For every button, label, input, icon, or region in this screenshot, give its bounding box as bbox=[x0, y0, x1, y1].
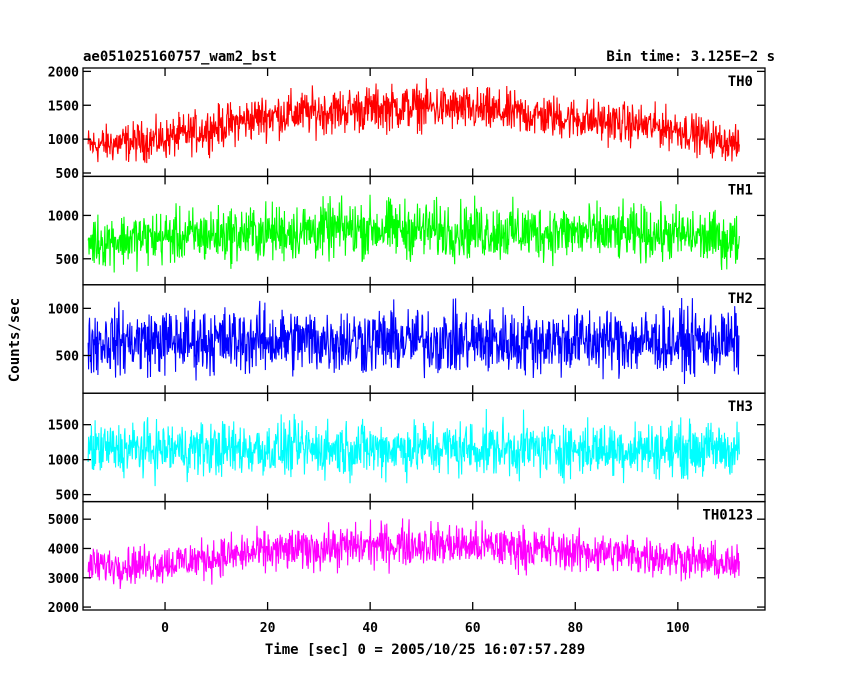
x-tick-label: 40 bbox=[362, 621, 378, 636]
y-tick-label: 500 bbox=[56, 253, 80, 268]
panel-th3: 500 1000 1500 TH3 bbox=[48, 392, 766, 504]
series-th1-line bbox=[87, 194, 740, 273]
chart-title-right: Bin time: 3.125E−2 s bbox=[606, 49, 775, 65]
panels-group: 500100015002000TH05001000TH15001000TH250… bbox=[48, 65, 766, 636]
x-tick-label: 100 bbox=[666, 621, 690, 636]
series-th0123-line bbox=[87, 518, 740, 590]
y-tick-label: 500 bbox=[56, 489, 80, 504]
y-tick-label: 1500 bbox=[48, 419, 79, 434]
x-tick-label: 80 bbox=[567, 621, 583, 636]
y-tick-label: 3000 bbox=[48, 572, 79, 587]
y-tick-label: 2000 bbox=[48, 601, 79, 616]
panel-frame bbox=[82, 500, 766, 611]
y-tick-label: 4000 bbox=[48, 542, 79, 557]
panel-th0123: 2000 3000 4000 5000 TH0123 bbox=[48, 500, 766, 616]
y-axis-label: Counts/sec bbox=[7, 298, 23, 382]
panel-th2: 500 1000 TH2 bbox=[48, 284, 766, 394]
series-th2-line bbox=[87, 297, 740, 385]
series-th0-line bbox=[87, 78, 740, 164]
panel-th0: 500 1000 1500 2000 TH0 bbox=[48, 65, 766, 182]
panel-label-th3: TH3 bbox=[728, 399, 753, 415]
y-tick-label: 5000 bbox=[48, 513, 79, 528]
y-tick-label: 2000 bbox=[48, 65, 79, 80]
x-axis-label: Time [sec] 0 = 2005/10/25 16:07:57.289 bbox=[265, 642, 585, 658]
panel-label-th1: TH1 bbox=[728, 182, 753, 198]
panel-label-th2: TH2 bbox=[728, 291, 753, 307]
panel-th1: 500 1000 TH1 bbox=[48, 175, 766, 286]
y-tick-label: 1000 bbox=[48, 133, 79, 148]
y-tick-label: 500 bbox=[56, 167, 80, 182]
x-tick-label: 20 bbox=[260, 621, 276, 636]
y-tick-label: 1000 bbox=[48, 209, 79, 224]
y-tick-label: 1000 bbox=[48, 454, 79, 469]
chart-title-left: ae051025160757_wam2_bst bbox=[83, 49, 277, 65]
panel-label-th0: TH0 bbox=[728, 74, 753, 90]
y-tick-label: 1000 bbox=[48, 302, 79, 317]
panel-label-th0123: TH0123 bbox=[702, 508, 753, 524]
x-tick-label: 0 bbox=[161, 621, 169, 636]
series-th3-line bbox=[87, 409, 740, 487]
y-tick-label: 500 bbox=[56, 349, 80, 364]
x-tick-label: 60 bbox=[465, 621, 481, 636]
y-tick-label: 1500 bbox=[48, 99, 79, 114]
